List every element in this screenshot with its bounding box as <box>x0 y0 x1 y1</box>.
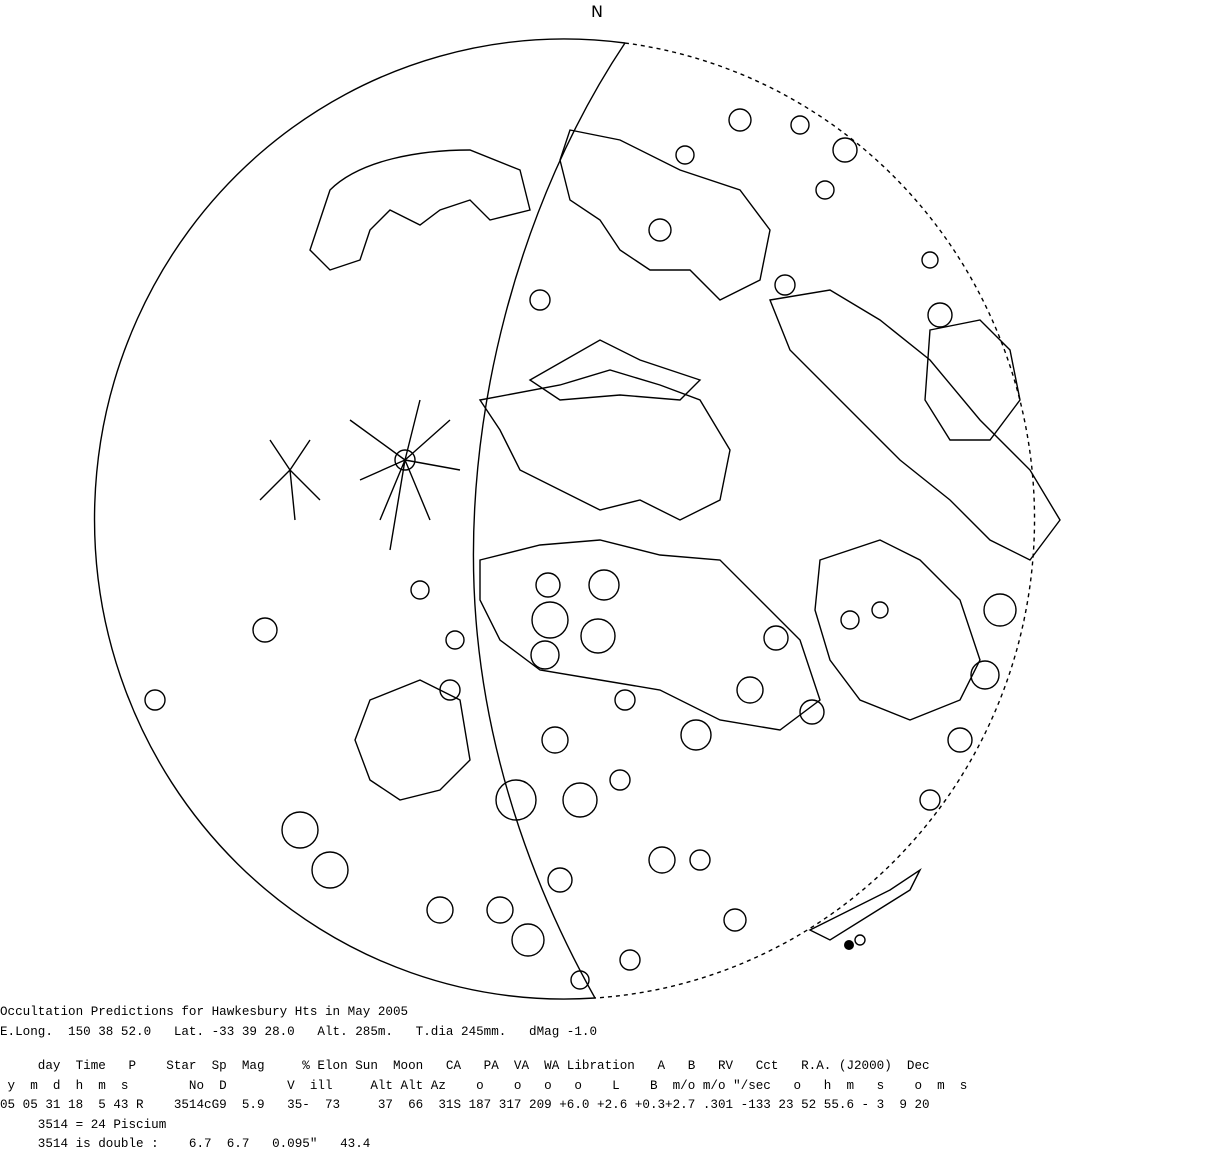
crater-outlines <box>144 108 1017 990</box>
north-label: N <box>591 2 603 21</box>
lunar-limb-dark <box>594 42 1036 999</box>
report-title: Occultation Predictions for Hawkesbury H… <box>0 1005 409 1019</box>
terminator-line <box>472 42 626 999</box>
star-name-note: 3514 = 24 Piscium <box>0 1117 167 1132</box>
prediction-report: Occultation Predictions for Hawkesbury H… <box>0 1003 1216 1155</box>
table-header-1: day Time P Star Sp Mag % Elon Sun Moon C… <box>0 1059 930 1073</box>
moon-map <box>93 38 1061 1000</box>
lunar-limb-lit <box>93 38 626 1000</box>
crater-rays <box>259 399 461 551</box>
site-coordinates: E.Long. 150 38 52.0 Lat. -33 39 28.0 Alt… <box>0 1024 598 1039</box>
table-row: 05 05 31 18 5 43 R 3514cG9 5.9 35- 73 37… <box>0 1098 930 1112</box>
maria-outlines <box>309 129 1061 941</box>
double-star-note: 3514 is double : 6.7 6.7 0.095" 43.4 <box>0 1137 371 1151</box>
table-header-2: y m d h m s No D V ill Alt Alt Az o o o … <box>0 1078 968 1093</box>
star-marker <box>844 940 854 950</box>
